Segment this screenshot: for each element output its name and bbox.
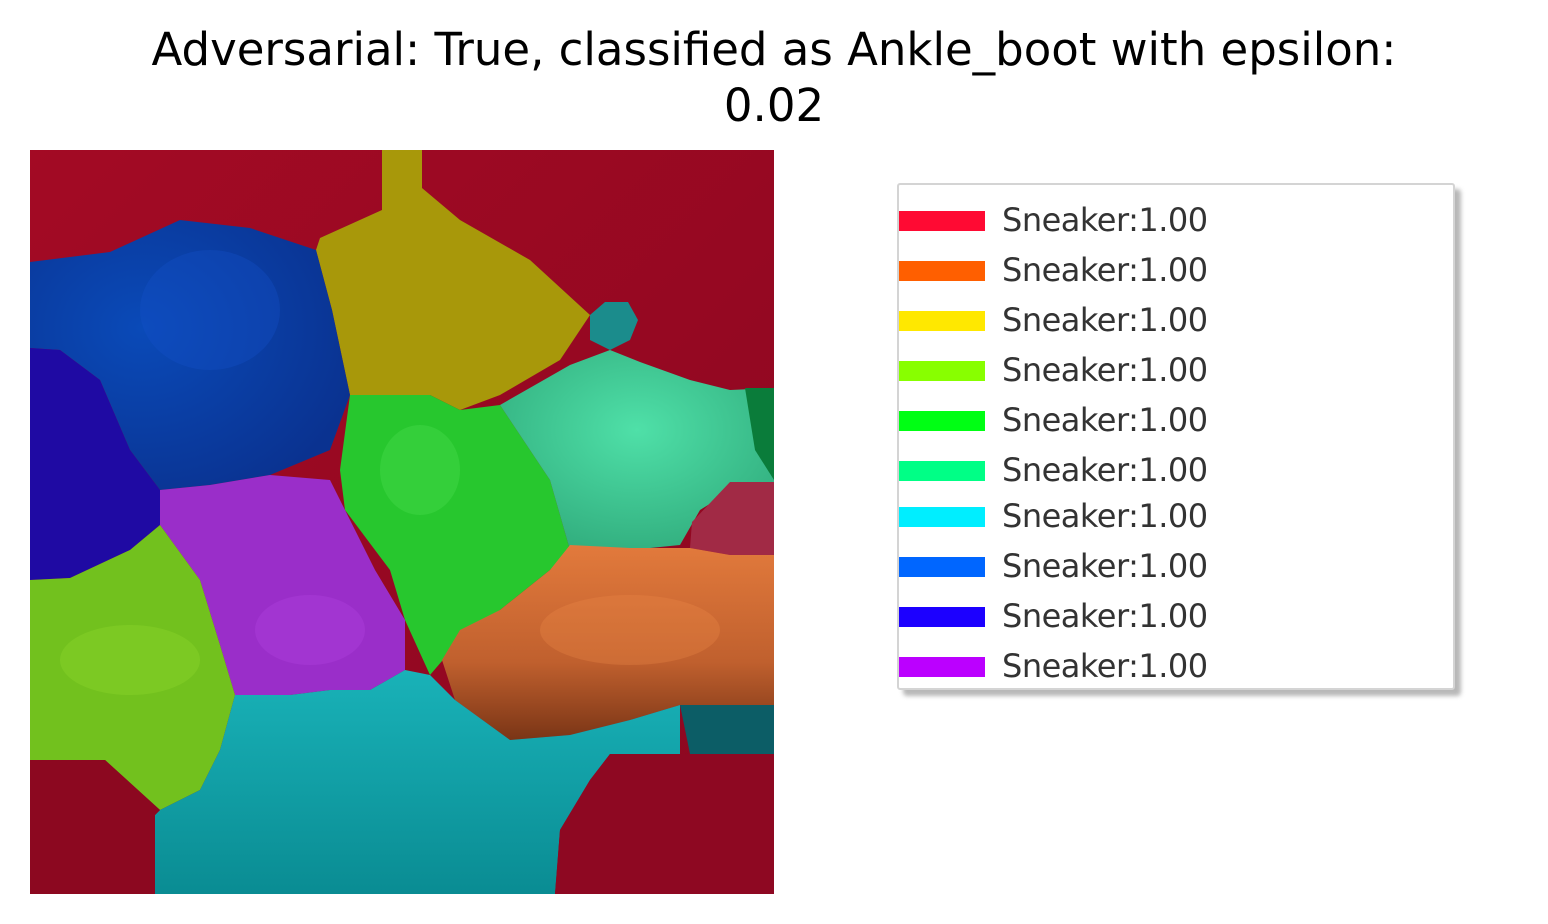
legend-swatch xyxy=(899,507,985,527)
legend-label: Sneaker:1.00 xyxy=(1002,647,1208,685)
legend-label: Sneaker:1.00 xyxy=(1002,201,1208,239)
legend-label: Sneaker:1.00 xyxy=(1002,451,1208,489)
legend-swatch xyxy=(899,607,985,627)
legend-swatch xyxy=(899,557,985,577)
legend-label: Sneaker:1.00 xyxy=(1002,597,1208,635)
legend-swatch xyxy=(899,211,985,231)
legend-item: Sneaker:1.00 xyxy=(899,539,1299,585)
legend-swatch xyxy=(899,657,985,677)
legend-label: Sneaker:1.00 xyxy=(1002,497,1208,535)
legend-item: Sneaker:1.00 xyxy=(899,243,1299,289)
legend-item: Sneaker:1.00 xyxy=(899,443,1299,489)
legend-swatch xyxy=(899,361,985,381)
legend-swatch xyxy=(899,461,985,481)
legend: Sneaker:1.00 Sneaker:1.00 Sneaker:1.00 Snea… xyxy=(897,183,1455,690)
legend-item: Sneaker:1.00 xyxy=(899,489,1299,535)
legend-item: Sneaker:1.00 xyxy=(899,343,1299,389)
legend-swatch xyxy=(899,261,985,281)
legend-item: Sneaker:1.00 xyxy=(899,589,1299,635)
title-line-2: 0.02 xyxy=(723,79,825,132)
legend-swatch xyxy=(899,311,985,331)
legend-item: Sneaker:1.00 xyxy=(899,293,1299,339)
segmentation-image xyxy=(30,150,774,894)
legend-label: Sneaker:1.00 xyxy=(1002,351,1208,389)
legend-label: Sneaker:1.00 xyxy=(1002,401,1208,439)
figure-title: Adversarial: True, classified as Ankle_b… xyxy=(0,22,1548,134)
legend-label: Sneaker:1.00 xyxy=(1002,251,1208,289)
legend-item: Sneaker:1.00 xyxy=(899,193,1299,239)
legend-label: Sneaker:1.00 xyxy=(1002,547,1208,585)
legend-item: Sneaker:1.00 xyxy=(899,639,1299,685)
legend-label: Sneaker:1.00 xyxy=(1002,301,1208,339)
legend-swatch xyxy=(899,411,985,431)
legend-item: Sneaker:1.00 xyxy=(899,393,1299,439)
title-line-1: Adversarial: True, classified as Ankle_b… xyxy=(151,23,1397,76)
